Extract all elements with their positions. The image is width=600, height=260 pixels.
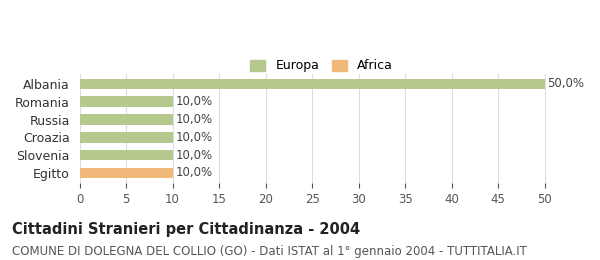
Text: 10,0%: 10,0% bbox=[175, 95, 212, 108]
Bar bbox=[80, 168, 173, 178]
Bar bbox=[80, 150, 173, 160]
Text: Cittadini Stranieri per Cittadinanza - 2004: Cittadini Stranieri per Cittadinanza - 2… bbox=[12, 222, 360, 237]
Text: 10,0%: 10,0% bbox=[175, 131, 212, 144]
Bar bbox=[80, 96, 173, 107]
Legend: Europa, Africa: Europa, Africa bbox=[247, 56, 396, 76]
Text: 10,0%: 10,0% bbox=[175, 166, 212, 179]
Text: COMUNE DI DOLEGNA DEL COLLIO (GO) - Dati ISTAT al 1° gennaio 2004 - TUTTITALIA.I: COMUNE DI DOLEGNA DEL COLLIO (GO) - Dati… bbox=[12, 245, 527, 258]
Bar bbox=[80, 79, 545, 89]
Bar bbox=[80, 132, 173, 143]
Text: 50,0%: 50,0% bbox=[547, 77, 584, 90]
Text: 10,0%: 10,0% bbox=[175, 113, 212, 126]
Text: 10,0%: 10,0% bbox=[175, 149, 212, 162]
Bar bbox=[80, 114, 173, 125]
